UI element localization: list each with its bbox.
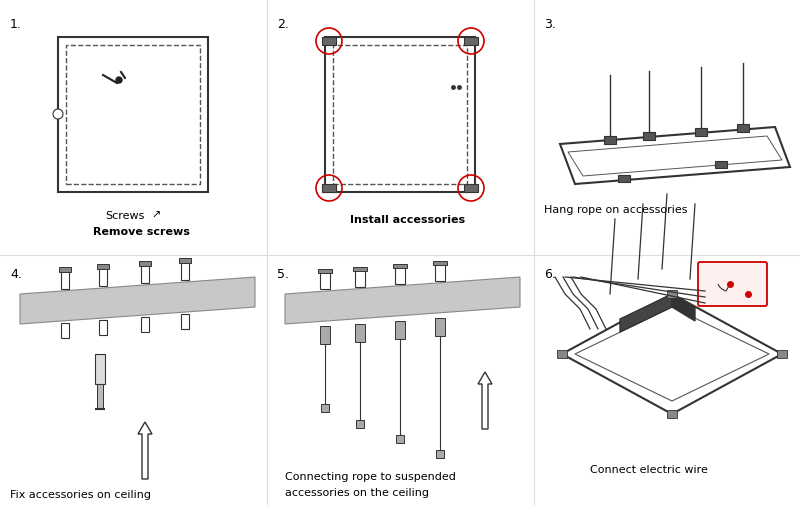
Text: ↗: ↗ (151, 211, 160, 221)
Bar (321, 405, 329, 412)
Bar (395, 266, 405, 284)
Bar (667, 410, 677, 418)
Bar (715, 162, 727, 169)
Polygon shape (285, 277, 520, 324)
Text: Fix accessories on ceiling: Fix accessories on ceiling (10, 489, 151, 499)
Bar (436, 450, 444, 458)
Bar (99, 320, 107, 335)
Bar (433, 261, 447, 265)
Bar (464, 185, 478, 192)
Bar (99, 267, 107, 286)
Polygon shape (620, 294, 672, 332)
Text: accessories on the ceiling: accessories on the ceiling (285, 487, 429, 497)
Bar (355, 269, 365, 287)
Bar (353, 267, 367, 271)
Polygon shape (560, 128, 790, 185)
Bar (58, 38, 208, 192)
Polygon shape (562, 294, 782, 414)
Bar (95, 355, 105, 384)
Bar (97, 265, 109, 270)
Circle shape (53, 110, 63, 120)
Bar (393, 264, 407, 268)
Bar (97, 384, 103, 409)
Bar (141, 317, 149, 332)
Text: Screws: Screws (105, 211, 144, 221)
Polygon shape (672, 294, 695, 321)
Bar (66, 46, 200, 185)
Bar (618, 176, 630, 183)
FancyArrow shape (478, 372, 492, 429)
Bar (695, 129, 707, 137)
Bar (139, 262, 151, 267)
Text: 4.: 4. (10, 268, 22, 280)
Bar (181, 261, 189, 280)
Bar (333, 46, 467, 185)
Bar (61, 323, 69, 338)
FancyArrow shape (138, 422, 152, 479)
Bar (320, 326, 330, 344)
Text: Connecting rope to suspended: Connecting rope to suspended (285, 471, 456, 481)
Bar (643, 133, 655, 141)
Bar (141, 264, 149, 283)
Bar (355, 324, 365, 342)
Bar (322, 38, 336, 46)
Bar (322, 185, 336, 192)
Bar (318, 270, 332, 274)
Text: 1.: 1. (10, 18, 22, 31)
Bar (435, 318, 445, 336)
Polygon shape (20, 277, 255, 324)
Text: 3.: 3. (544, 18, 556, 31)
FancyBboxPatch shape (698, 263, 767, 307)
Bar (396, 435, 404, 443)
Bar (61, 269, 69, 289)
Text: Remove screws: Remove screws (93, 227, 190, 236)
Bar (59, 267, 71, 272)
Bar (777, 350, 787, 358)
Bar (320, 272, 330, 289)
Bar (435, 263, 445, 281)
Bar (464, 38, 478, 46)
Text: Connect electric wire: Connect electric wire (590, 464, 708, 474)
Bar (325, 38, 475, 192)
Text: 6.: 6. (544, 268, 556, 280)
Bar (179, 259, 191, 264)
Circle shape (116, 78, 122, 84)
Bar (557, 350, 567, 358)
Text: Hang rope on accessories: Hang rope on accessories (544, 205, 687, 215)
Text: Install accessories: Install accessories (350, 215, 465, 225)
Text: 5.: 5. (277, 268, 289, 280)
Text: 2.: 2. (277, 18, 289, 31)
Bar (604, 137, 616, 145)
Bar (667, 290, 677, 298)
Bar (356, 420, 364, 428)
Bar (737, 125, 749, 133)
Bar (181, 315, 189, 329)
Bar (395, 321, 405, 339)
